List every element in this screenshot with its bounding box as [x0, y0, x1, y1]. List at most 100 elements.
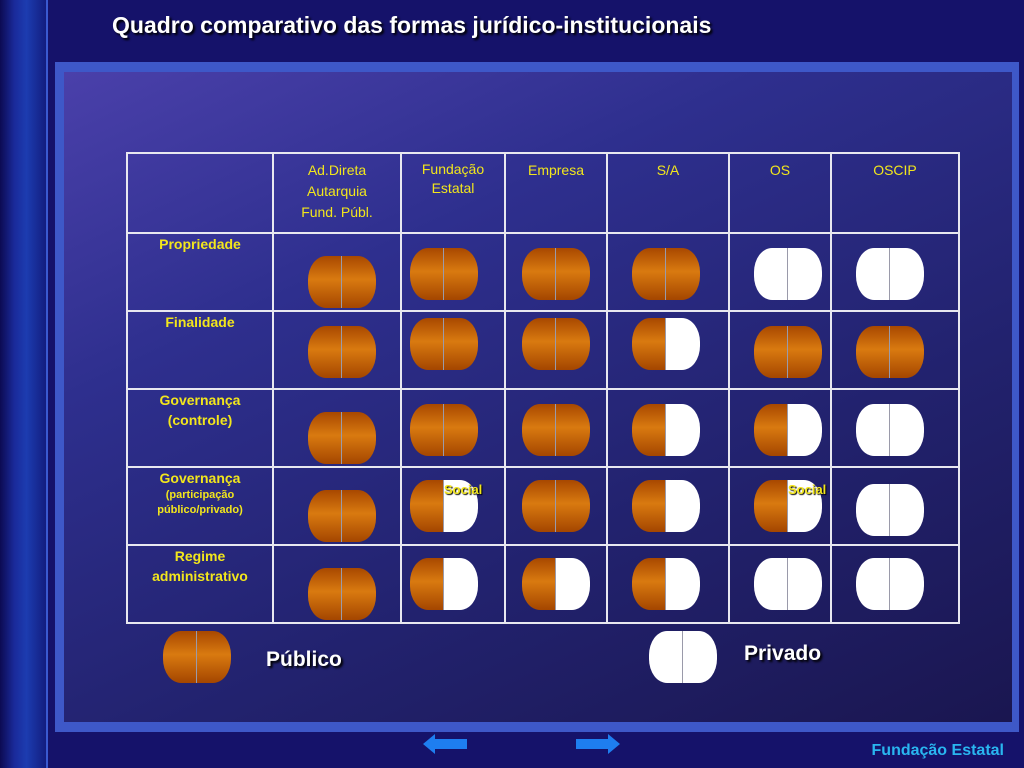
public-pill-icon [308, 412, 376, 464]
col-header-empresa: Empresa [504, 152, 608, 234]
row-label-text: Governança [159, 470, 241, 486]
private-pill-icon [754, 248, 822, 300]
public-pill-icon [522, 248, 590, 300]
left-decorative-bar [0, 0, 48, 768]
table-cell [728, 544, 832, 624]
table-cell [728, 388, 832, 468]
private-pill-icon [754, 558, 822, 610]
col-header-line: Fundação [421, 161, 485, 177]
next-slide-button[interactable] [576, 734, 620, 754]
public-pill-icon [308, 326, 376, 378]
mixed-pill-icon [522, 558, 590, 610]
mixed-pill-icon [754, 404, 822, 456]
table-row: Finalidade [126, 310, 960, 390]
public-pill-icon [308, 490, 376, 542]
header-row: Ad.Direta Autarquia Fund. Públ. Fundação… [126, 152, 960, 234]
public-pill-icon [632, 248, 700, 300]
table-cell [504, 544, 608, 624]
table-cell [830, 466, 960, 546]
public-pill-icon [410, 318, 478, 370]
public-pill-icon [410, 248, 478, 300]
public-pill-icon [522, 318, 590, 370]
row-label-text: Propriedade [159, 236, 241, 252]
row-label: Propriedade [126, 232, 274, 312]
table-cell [606, 466, 730, 546]
table-cell [272, 232, 402, 312]
mixed-pill-icon [632, 558, 700, 610]
private-pill-icon [856, 484, 924, 536]
page-title: Quadro comparativo das formas jurídico-i… [112, 12, 712, 38]
table-cell [606, 388, 730, 468]
col-header-line: Fund. Públ. [301, 204, 373, 220]
col-header-ad-direta: Ad.Direta Autarquia Fund. Públ. [272, 152, 402, 234]
mixed-pill-icon [632, 318, 700, 370]
table-cell [606, 544, 730, 624]
col-header-oscip: OSCIP [830, 152, 960, 234]
col-header-sa: S/A [606, 152, 730, 234]
left-arrow-icon [423, 734, 467, 754]
mixed-pill-icon [410, 558, 478, 610]
row-label: Governança (participação público/privado) [126, 466, 274, 546]
table-cell [272, 310, 402, 390]
table-cell [830, 388, 960, 468]
legend-private-label: Privado [744, 642, 822, 665]
table-cell: Social [728, 466, 832, 546]
col-header-line: Autarquia [307, 183, 367, 199]
social-annotation: Social [444, 482, 483, 497]
public-pill-icon [522, 404, 590, 456]
col-header-line: S/A [656, 162, 680, 178]
table-cell [504, 466, 608, 546]
comparison-table: Ad.Direta Autarquia Fund. Públ. Fundação… [126, 152, 960, 624]
mixed-pill-icon [632, 404, 700, 456]
row-label: Regime administrativo [126, 544, 274, 624]
right-arrow-icon [576, 734, 620, 754]
table-cell [504, 388, 608, 468]
previous-slide-button[interactable] [423, 734, 467, 754]
mixed-pill-icon [754, 480, 822, 532]
table-cell [504, 232, 608, 312]
table-cell [504, 310, 608, 390]
col-header-line: Ad.Direta [307, 162, 367, 178]
table-cell [606, 310, 730, 390]
table-cell [400, 310, 506, 390]
table-row: Governança (participação público/privado)… [126, 466, 960, 546]
col-header-line: OS [769, 162, 791, 178]
table-cell: Social [400, 466, 506, 546]
legend-private-pill [649, 631, 717, 683]
table-row: Propriedade [126, 232, 960, 312]
private-pill-icon [856, 248, 924, 300]
table-row: Regime administrativo [126, 544, 960, 624]
legend-public-pill [163, 631, 231, 683]
legend-public-label: Público [266, 648, 342, 671]
row-label: Finalidade [126, 310, 274, 390]
table-cell [606, 232, 730, 312]
table-cell [272, 466, 402, 546]
public-pill-icon [410, 404, 478, 456]
public-pill-icon [856, 326, 924, 378]
table-cell [400, 544, 506, 624]
social-annotation: Social [788, 482, 827, 497]
col-header-fundacao-estatal: Fundação Estatal [400, 152, 506, 234]
private-pill-icon [856, 558, 924, 610]
row-label-text: Finalidade [165, 314, 235, 330]
public-pill-icon [522, 480, 590, 532]
table-cell [728, 310, 832, 390]
row-label-text: Governança [159, 392, 241, 408]
table-cell [830, 232, 960, 312]
col-header-line: OSCIP [873, 162, 917, 178]
table-cell [728, 232, 832, 312]
corner-cell [126, 152, 274, 234]
col-header-line: Estatal [431, 180, 475, 196]
table-cell [272, 544, 402, 624]
footer-label: Fundação Estatal [871, 742, 1004, 759]
col-header-line: Empresa [527, 162, 585, 178]
row-label-text: (controle) [167, 412, 233, 428]
public-pill-icon [308, 568, 376, 620]
public-pill-icon [754, 326, 822, 378]
table-row: Governança (controle) [126, 388, 960, 468]
mixed-pill-icon [410, 480, 478, 532]
public-pill-icon [308, 256, 376, 308]
table-cell [830, 310, 960, 390]
row-label: Governança (controle) [126, 388, 274, 468]
table-cell [272, 388, 402, 468]
